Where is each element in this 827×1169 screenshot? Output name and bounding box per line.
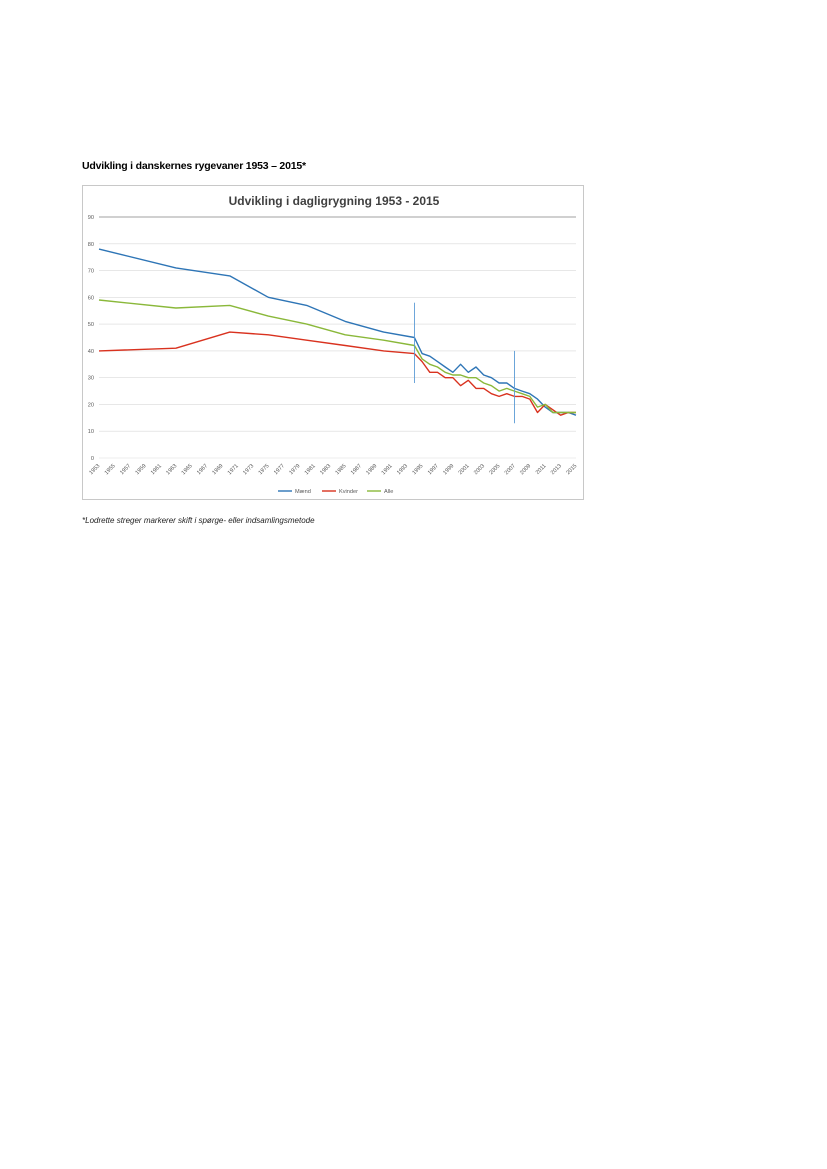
method-change-markers [413, 302, 515, 424]
x-tick-label-2015: 2015 [565, 463, 578, 476]
legend-label-2: Alle [384, 489, 393, 495]
x-tick-label-2005: 2005 [488, 463, 501, 476]
x-tick-label-1953: 1953 [88, 463, 101, 476]
y-tick-label-30: 30 [88, 376, 94, 382]
x-tick-label-2011: 2011 [535, 463, 548, 476]
series-line-0 [98, 248, 577, 416]
x-tick-label-1995: 1995 [411, 463, 424, 476]
x-tick-label-2001: 2001 [458, 463, 471, 476]
x-tick-label-1969: 1969 [211, 463, 224, 476]
y-tick-label-80: 80 [88, 242, 94, 248]
legend: Mænd Kvinder Alle [278, 489, 393, 495]
x-tick-label-1999: 1999 [442, 463, 455, 476]
x-tick-label-1991: 1991 [381, 463, 394, 476]
x-tick-label-1963: 1963 [165, 463, 178, 476]
x-tick-label-2007: 2007 [504, 463, 517, 476]
x-tick-label-1977: 1977 [273, 463, 286, 476]
x-tick-label-1959: 1959 [135, 463, 148, 476]
y-tick-label-90: 90 [88, 215, 94, 221]
x-tick-label-2003: 2003 [473, 463, 486, 476]
series-line-1 [98, 331, 576, 416]
line-chart: Udvikling i dagligrygning 1953 - 2015 01… [88, 194, 579, 495]
x-tick-label-1985: 1985 [335, 463, 348, 476]
x-tick-label-1989: 1989 [365, 463, 378, 476]
x-tick-label-1975: 1975 [258, 463, 271, 476]
x-tick-label-1981: 1981 [304, 463, 317, 476]
y-axis-ticks: 0 10 20 30 40 50 60 70 80 90 [88, 215, 94, 462]
page-heading: Udvikling i danskernes rygevaner 1953 – … [82, 160, 306, 172]
x-tick-label-1957: 1957 [119, 463, 132, 476]
x-tick-label-1955: 1955 [104, 463, 117, 476]
series-line-2 [98, 299, 576, 414]
x-tick-label-1961: 1961 [150, 463, 163, 476]
x-tick-label-1965: 1965 [181, 463, 194, 476]
x-tick-label-1973: 1973 [242, 463, 255, 476]
chart-title: Udvikling i dagligrygning 1953 - 2015 [229, 194, 440, 208]
y-tick-label-70: 70 [88, 269, 94, 275]
y-tick-label-20: 20 [88, 402, 94, 408]
x-tick-label-2013: 2013 [550, 463, 563, 476]
x-tick-label-1971: 1971 [227, 463, 240, 476]
x-tick-label-1983: 1983 [319, 463, 332, 476]
footnote: *Lodrette streger markerer skift i spørg… [82, 516, 315, 525]
gridlines [99, 216, 576, 459]
legend-label-1: Kvinder [339, 489, 358, 495]
x-tick-label-1987: 1987 [350, 463, 363, 476]
series-lines [98, 248, 577, 416]
y-tick-label-50: 50 [88, 322, 94, 328]
legend-label-0: Mænd [295, 489, 311, 495]
y-tick-label-10: 10 [88, 429, 94, 435]
x-tick-label-1997: 1997 [427, 463, 440, 476]
x-tick-label-1979: 1979 [288, 463, 301, 476]
y-tick-label-60: 60 [88, 295, 94, 301]
x-axis-ticks: 1953 1955 1957 1959 1961 1963 1965 1967 1969 1971… [88, 463, 578, 476]
x-tick-label-1993: 1993 [396, 463, 409, 476]
x-tick-label-1967: 1967 [196, 463, 209, 476]
y-tick-label-0: 0 [91, 456, 94, 462]
y-tick-label-40: 40 [88, 349, 94, 355]
x-tick-label-2009: 2009 [519, 463, 532, 476]
